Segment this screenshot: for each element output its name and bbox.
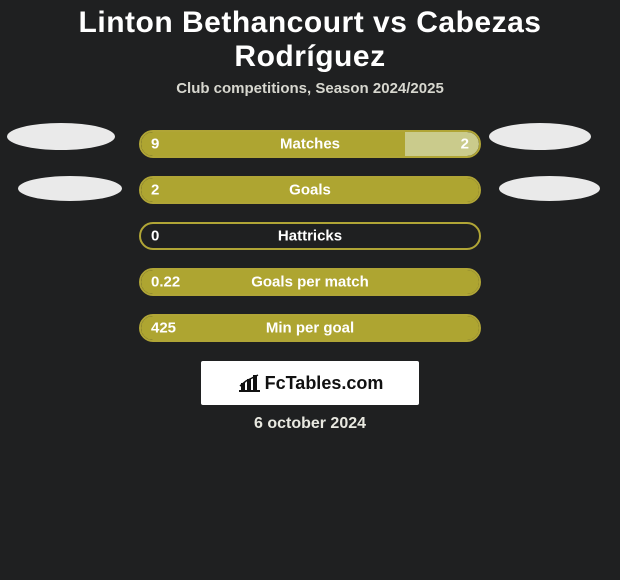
stat-value-left: 0.22 — [151, 274, 180, 291]
stat-value-left: 2 — [151, 182, 159, 199]
title-text: Linton Bethancourt vs Cabezas Rodríguez — [79, 6, 542, 73]
logo-text: FcTables.com — [265, 373, 384, 394]
footer-date-text: 6 october 2024 — [254, 415, 366, 432]
stat-label: Min per goal — [266, 320, 354, 337]
stat-rows: Matches 9 2 Goals 2 Hattricks 0 Goals per match… — [0, 121, 620, 351]
stat-bar-track: Goals 2 — [139, 176, 481, 204]
stat-value-left: 9 — [151, 136, 159, 153]
footer-date: 6 october 2024 — [0, 415, 620, 433]
stat-row: Goals 2 — [0, 167, 620, 213]
stat-row: Min per goal 425 — [0, 305, 620, 351]
stat-row: Hattricks 0 — [0, 213, 620, 259]
stat-label: Matches — [280, 136, 340, 153]
stat-row: Goals per match 0.22 — [0, 259, 620, 305]
stat-value-left: 425 — [151, 320, 176, 337]
subtitle: Club competitions, Season 2024/2025 — [0, 80, 620, 97]
bar-chart-icon — [237, 373, 261, 393]
stat-row: Matches 9 2 — [0, 121, 620, 167]
stat-label: Hattricks — [278, 228, 342, 245]
stat-value-right: 2 — [461, 136, 469, 153]
page-title: Linton Bethancourt vs Cabezas Rodríguez — [0, 0, 620, 74]
logo-box: FcTables.com — [201, 361, 419, 405]
stat-label: Goals — [289, 182, 331, 199]
stat-label: Goals per match — [251, 274, 369, 291]
stat-bar-track: Hattricks 0 — [139, 222, 481, 250]
subtitle-text: Club competitions, Season 2024/2025 — [176, 80, 444, 97]
stat-bar-track: Goals per match 0.22 — [139, 268, 481, 296]
stat-bar-track: Matches 9 2 — [139, 130, 481, 158]
stat-bar-track: Min per goal 425 — [139, 314, 481, 342]
stat-value-left: 0 — [151, 228, 159, 245]
stat-bar-left — [141, 132, 405, 156]
